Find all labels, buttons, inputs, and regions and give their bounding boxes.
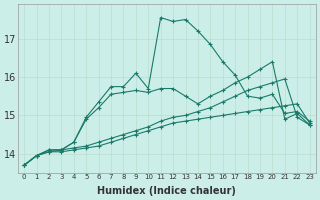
X-axis label: Humidex (Indice chaleur): Humidex (Indice chaleur) — [98, 186, 236, 196]
